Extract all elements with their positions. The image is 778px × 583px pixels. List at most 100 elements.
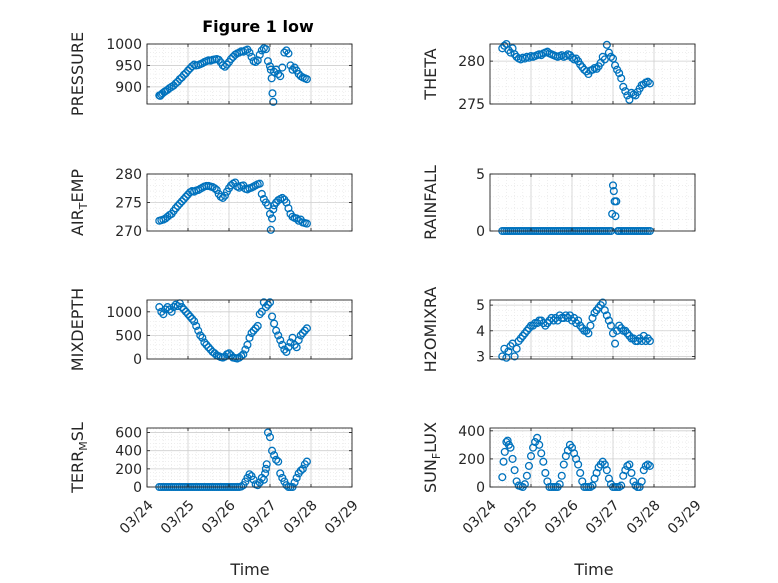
data-point — [645, 79, 654, 88]
data-point — [602, 40, 611, 49]
data-point — [280, 48, 289, 57]
data-point — [604, 48, 613, 57]
data-point — [212, 185, 221, 195]
y-tick-label: 275 — [115, 196, 142, 212]
data-point — [565, 311, 574, 320]
data-point — [543, 47, 552, 56]
data-point — [261, 469, 270, 478]
data-point — [643, 77, 652, 86]
data-point — [190, 317, 199, 326]
data-point — [292, 473, 301, 482]
terr_msl-y-axis-label: TERRMSL — [68, 422, 90, 494]
data-point — [286, 338, 295, 347]
data-point — [641, 461, 650, 470]
data-point — [645, 461, 654, 470]
data-point — [643, 460, 652, 469]
data-point — [302, 75, 311, 84]
data-point — [202, 340, 211, 349]
data-point — [533, 433, 542, 442]
data-point — [188, 314, 197, 323]
data-point — [179, 195, 188, 204]
theta-series — [498, 39, 654, 104]
x-axis-label-left: Time — [229, 560, 269, 579]
data-point — [639, 466, 648, 475]
data-point — [588, 65, 597, 74]
data-point — [245, 333, 254, 342]
data-point — [272, 326, 281, 335]
y-tick-label: 3 — [476, 349, 485, 365]
data-point — [267, 214, 277, 223]
data-point — [171, 204, 180, 213]
data-point — [522, 471, 531, 480]
data-point — [282, 347, 291, 356]
data-point — [241, 345, 250, 354]
data-point — [179, 70, 188, 79]
data-point — [263, 57, 273, 66]
y-tick-label: 400 — [458, 424, 485, 440]
data-point — [286, 61, 295, 70]
air_temp-subplot: 270 275 280 AIRTEMP — [68, 167, 353, 240]
air_temp-series — [155, 178, 311, 234]
data-point — [257, 307, 266, 316]
data-point — [220, 62, 229, 71]
data-point — [265, 433, 275, 442]
data-point — [645, 336, 654, 346]
data-point — [255, 179, 264, 188]
data-point — [278, 193, 287, 202]
data-point — [508, 454, 517, 463]
data-point — [537, 449, 546, 458]
x-axis-label-right: Time — [573, 560, 613, 579]
data-point — [270, 67, 279, 76]
data-point — [586, 321, 595, 330]
y-tick-label: 0 — [476, 224, 485, 240]
rainfall-y-axis-label: RAINFALL — [421, 165, 440, 240]
data-point — [574, 460, 583, 469]
y-tick-label: 0 — [133, 480, 142, 496]
pressure-subplot: 900 950 1000 PRESSURE — [68, 32, 353, 116]
data-point — [267, 312, 277, 321]
data-point — [588, 481, 597, 490]
y-tick-label: 280 — [115, 167, 142, 183]
data-point — [272, 455, 281, 464]
data-point — [239, 350, 248, 359]
rainfall-subplot: 0 5 RAINFALL — [421, 165, 696, 240]
data-point — [296, 331, 305, 340]
data-point — [175, 199, 184, 208]
data-point — [598, 298, 607, 307]
data-point — [500, 447, 509, 456]
data-point — [637, 477, 646, 486]
data-point — [520, 480, 529, 489]
data-point — [506, 443, 515, 452]
mixdepth-subplot: 0 500 1000 MIXDEPTH — [68, 288, 353, 371]
data-point — [173, 201, 182, 210]
h2omixra-axes-box — [489, 299, 696, 360]
data-point — [177, 197, 186, 206]
y-tick-label: 500 — [115, 328, 142, 344]
y-tick-label: 400 — [115, 444, 142, 460]
sun_flux-series — [498, 433, 654, 492]
y-tick-label: 270 — [115, 224, 142, 240]
sun_flux-axes-box — [489, 427, 696, 488]
data-point — [510, 352, 519, 361]
data-point — [302, 219, 311, 228]
data-point — [218, 193, 227, 202]
data-point — [249, 326, 258, 335]
y-tick-label: 5 — [476, 167, 485, 183]
y-tick-label: 200 — [458, 452, 485, 468]
data-point — [629, 477, 638, 486]
y-tick-label: 5 — [476, 298, 485, 314]
data-point — [259, 298, 268, 307]
data-point — [276, 72, 285, 81]
data-point — [604, 316, 613, 325]
data-point — [539, 457, 548, 466]
rainfall-axes-box — [489, 173, 696, 232]
data-point — [609, 187, 618, 196]
air_temp-y-axis-label: AIRTEMP — [68, 169, 90, 236]
data-point — [175, 75, 184, 84]
data-point — [267, 446, 277, 455]
data-point — [210, 184, 219, 193]
data-point — [269, 205, 278, 214]
data-point — [498, 352, 507, 361]
data-point — [612, 197, 621, 206]
